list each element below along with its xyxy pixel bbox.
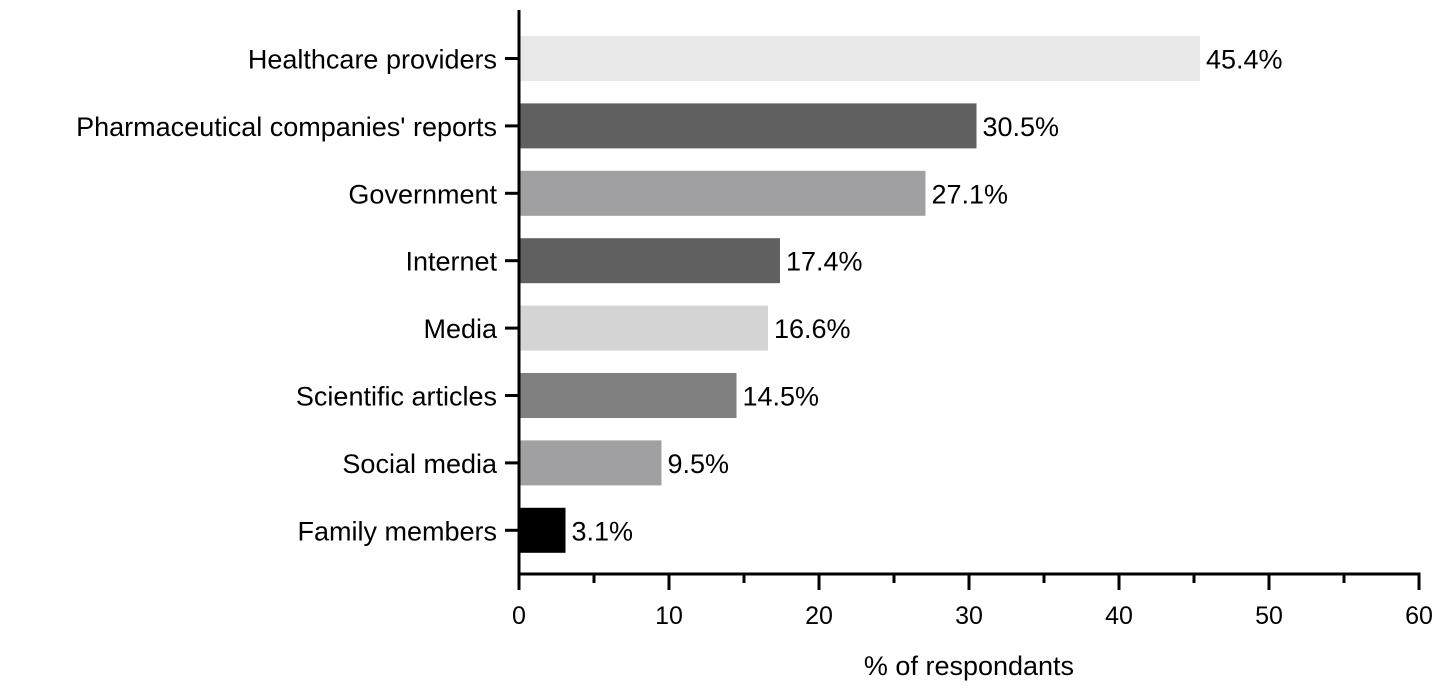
category-labels-group: Healthcare providers Pharmaceutical compa… bbox=[76, 45, 498, 547]
bar bbox=[519, 36, 1200, 81]
category-label: Family members bbox=[297, 516, 497, 546]
x-axis-title: % of respondants bbox=[864, 651, 1074, 681]
data-label: 30.5% bbox=[983, 112, 1060, 142]
data-label: 27.1% bbox=[932, 179, 1009, 209]
x-tick-label: 0 bbox=[512, 602, 526, 630]
bar bbox=[519, 507, 566, 553]
data-label: 17.4% bbox=[786, 247, 863, 277]
x-tick-label: 30 bbox=[955, 602, 983, 630]
value-labels-group: 45.4% 30.5% 27.1% 17.4% 16.6% 14.5% 9.5% 3.1% bbox=[572, 45, 1283, 547]
x-axis: 0 10 20 30 40 50 60 bbox=[512, 572, 1433, 630]
x-tick-label: 40 bbox=[1105, 602, 1133, 630]
category-label: Social media bbox=[342, 449, 498, 479]
category-label: Healthcare providers bbox=[248, 45, 497, 75]
x-tick-label: 50 bbox=[1255, 602, 1283, 630]
y-axis bbox=[505, 10, 521, 576]
category-label: Scientific articles bbox=[296, 382, 497, 412]
x-tick-label: 60 bbox=[1405, 602, 1433, 630]
category-label: Media bbox=[423, 314, 498, 344]
bars-group bbox=[519, 36, 1200, 553]
bar bbox=[519, 440, 662, 486]
data-label: 16.6% bbox=[774, 314, 851, 344]
category-label: Internet bbox=[405, 247, 497, 277]
bar bbox=[519, 238, 780, 284]
category-label: Government bbox=[348, 179, 497, 209]
x-tick-label: 10 bbox=[655, 602, 683, 630]
bar bbox=[519, 170, 926, 216]
data-label: 45.4% bbox=[1206, 45, 1283, 75]
data-label: 9.5% bbox=[668, 449, 730, 479]
bar bbox=[519, 373, 737, 418]
data-label: 14.5% bbox=[743, 382, 820, 412]
x-tick-label: 20 bbox=[805, 602, 833, 630]
category-label: Pharmaceutical companies' reports bbox=[76, 112, 497, 142]
data-label: 3.1% bbox=[572, 516, 634, 546]
bar bbox=[519, 305, 768, 351]
bar bbox=[519, 103, 977, 149]
